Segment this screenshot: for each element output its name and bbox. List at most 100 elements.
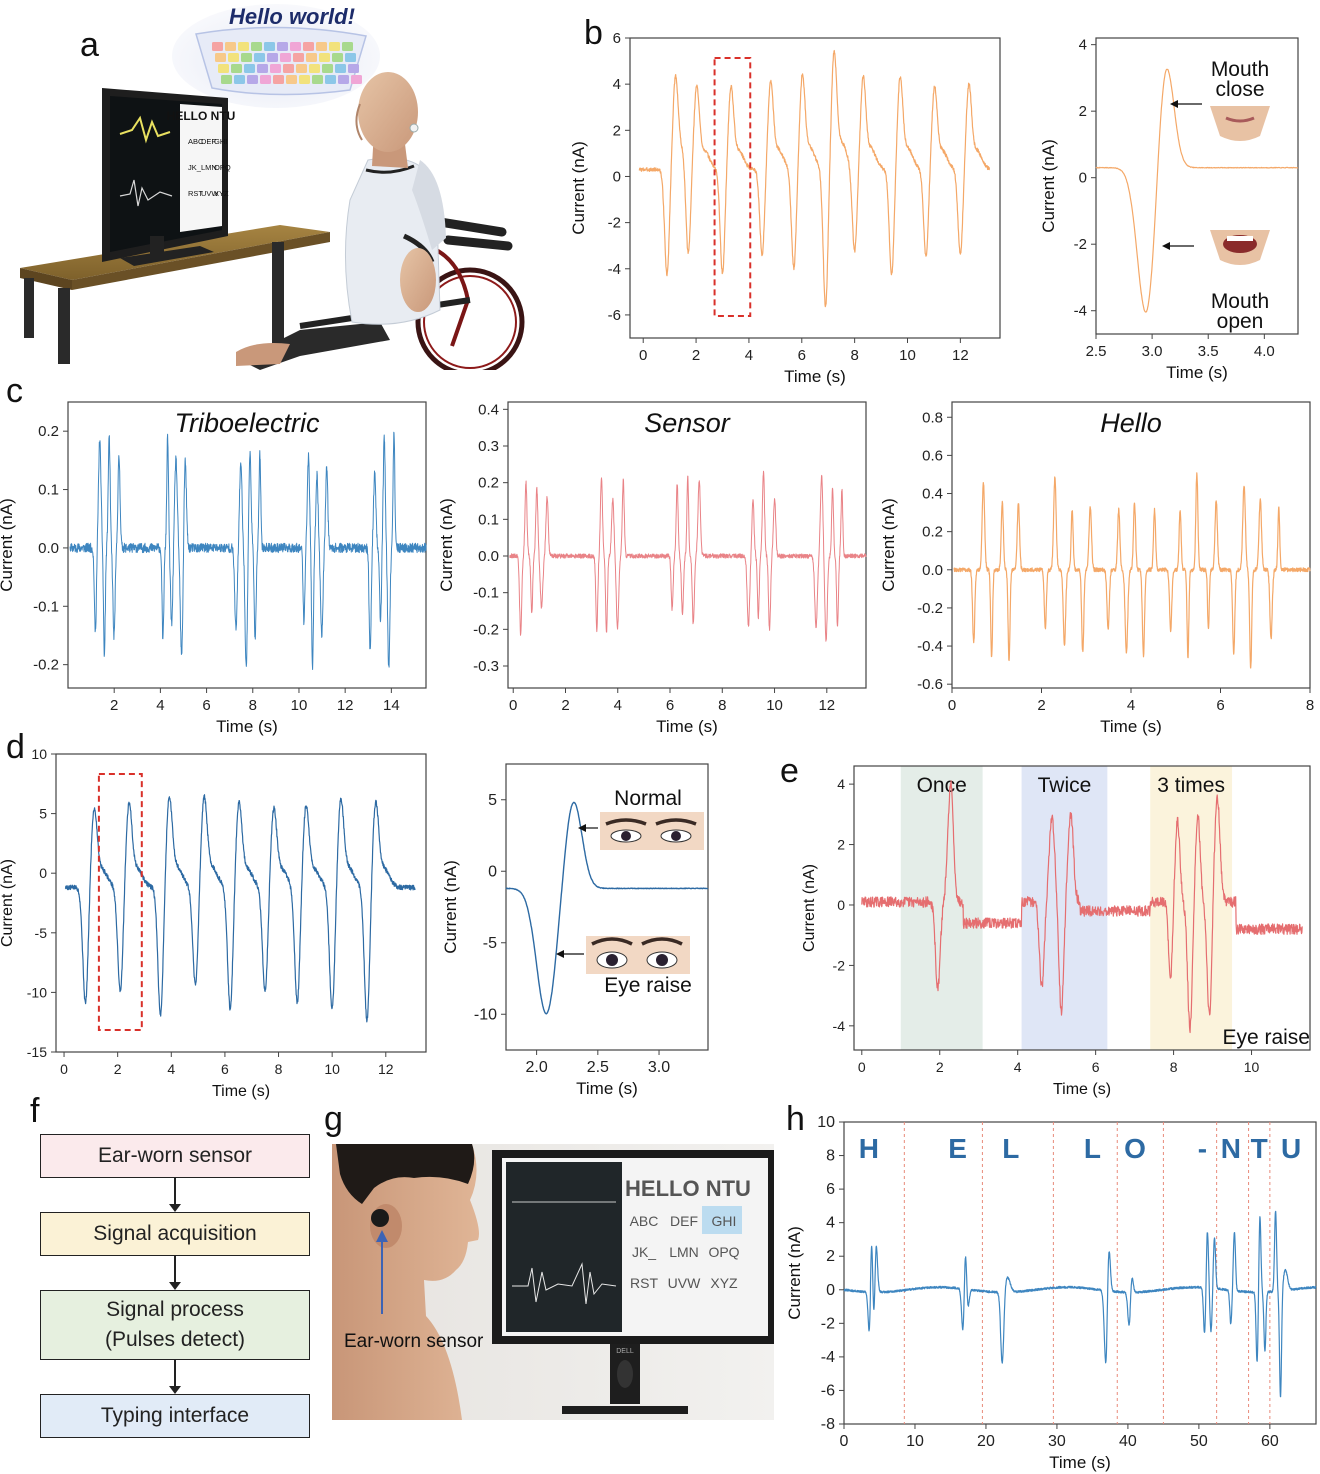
chart-c-triboelectric: 2 4 6 8 10 12 14 -0.2 -0.1 0.0 0.1 0.2 Time (s) Curre… [0, 401, 427, 736]
keyboard-key [225, 42, 236, 51]
flow-step-sublabel: (Pulses detect) [104, 1328, 246, 1351]
plot-frame [507, 401, 867, 689]
keyboard-key [260, 75, 271, 84]
y-tick-label: 6 [613, 30, 621, 47]
flow-step-label: Signal acquisition [93, 1222, 257, 1245]
y-tick-label: -15 [27, 1044, 47, 1060]
y-axis-label: Current (nA) [801, 864, 818, 952]
screen-key-label: LMN [669, 1244, 699, 1260]
y-axis-label: Current (nA) [569, 141, 588, 235]
keyboard-key [329, 42, 340, 51]
typed-letter: N [1221, 1133, 1241, 1164]
keyboard-key [332, 53, 343, 62]
x-tick-label: 2 [936, 1059, 944, 1075]
x-axis-label: Time (s) [1100, 717, 1162, 736]
plot-frame [951, 401, 1311, 689]
flow-arrow-1 [169, 1178, 181, 1212]
y-tick-label: -5 [35, 925, 48, 941]
series-line [638, 49, 990, 308]
x-tick-label: 40 [1119, 1433, 1137, 1450]
x-tick-label: 10 [899, 347, 916, 364]
y-tick-label: 5 [488, 792, 497, 809]
eyebrow [655, 818, 697, 826]
pupil [606, 954, 618, 966]
y-tick-label: 10 [31, 746, 47, 762]
x-tick-label: 0 [858, 1059, 866, 1075]
x-tick-label: 50 [1190, 1433, 1208, 1450]
pupil [656, 954, 668, 966]
typed-letter: O [1124, 1133, 1146, 1164]
annotation-text: Normal [614, 787, 682, 810]
y-tick-label: 0 [488, 863, 497, 880]
y-tick-label: -2 [833, 957, 846, 973]
highlight-box [713, 57, 752, 317]
series-line [64, 794, 416, 1023]
screen-key-label: DEF [670, 1213, 698, 1229]
y-tick-label: 0 [613, 168, 621, 185]
keyboard-key [325, 75, 336, 84]
y-tick-label: 8 [826, 1148, 835, 1165]
screen-key-label: XYZ [710, 1275, 738, 1291]
eyebrow [641, 937, 683, 946]
y-tick-label: 2 [826, 1248, 835, 1265]
annotation-text: close [1215, 78, 1264, 101]
plot-frame [853, 765, 1311, 1051]
x-tick-label: 2 [110, 697, 118, 714]
y-tick-label: -2 [821, 1315, 835, 1332]
y-tick-label: 4 [826, 1215, 835, 1232]
key-highlight [702, 1206, 742, 1234]
keyboard-key [273, 75, 284, 84]
typed-letter: - [1198, 1133, 1207, 1164]
flow-step-sensor: Ear-worn sensor [40, 1134, 310, 1178]
y-tick-label: -4 [608, 261, 621, 278]
keyboard-key [348, 64, 359, 73]
keyboard-key [254, 53, 265, 62]
x-tick-label: 6 [1216, 697, 1224, 714]
screen-key-label: JK_ [632, 1244, 656, 1260]
y-tick-label: 4 [837, 776, 845, 792]
chart-d-zoom: 2.0 2.5 3.0 -10 -5 0 5 Time (s) Current (nA) Norm… [441, 763, 709, 1098]
bubble-text: Hello world! [229, 4, 355, 29]
corner-label: Eye raise [1222, 1026, 1310, 1049]
keyboard-key [241, 53, 252, 62]
keyboard-key [280, 53, 291, 62]
keyboard-key [247, 75, 258, 84]
x-tick-label: 30 [1048, 1433, 1066, 1450]
keyboard-key [277, 42, 288, 51]
x-tick-label: 12 [378, 1061, 394, 1077]
monitor-key-label: RST [188, 189, 203, 198]
x-tick-label: 4.0 [1254, 343, 1275, 360]
monitor-key-label: DEF [201, 137, 216, 146]
mouth-close-icon [1210, 106, 1270, 141]
x-tick-label: 4 [614, 697, 622, 714]
chart-e-eye-raise: Once Twice 3 times 0 2 4 6 8 10 -4 -2 0 2 4 Time (s) Cu… [801, 765, 1311, 1098]
panel-letter-d: d [6, 728, 25, 766]
monitor-title: HELLO NTU [167, 109, 236, 123]
keyboard-key [286, 75, 297, 84]
monitor-brand: DELL [616, 1348, 634, 1355]
region-label: Once [917, 774, 967, 797]
x-tick-label: 6 [1092, 1059, 1100, 1075]
keyboard-key [270, 64, 281, 73]
sensor-label: Ear-worn sensor [344, 1331, 484, 1352]
plot-frame [505, 763, 709, 1051]
x-axis-label: Time (s) [1049, 1453, 1111, 1472]
monitor-title: HELLO NTU [625, 1176, 751, 1201]
series-line [505, 801, 709, 1015]
flow-arrow-2 [169, 1256, 181, 1290]
x-tick-label: 14 [383, 697, 400, 714]
x-tick-label: 4 [1014, 1059, 1022, 1075]
pupil [621, 831, 631, 841]
flow-step-label: Signal process [106, 1298, 244, 1321]
y-tick-label: 10 [817, 1114, 835, 1131]
shaded-region [1021, 766, 1108, 1050]
keyboard-key [306, 53, 317, 62]
y-axis-label: Current (nA) [440, 498, 456, 592]
screen-key-label: RST [630, 1275, 658, 1291]
flow-step-acquisition: Signal acquisition [40, 1212, 310, 1256]
y-axis-label: Current (nA) [1040, 139, 1058, 233]
x-tick-label: 0 [60, 1061, 68, 1077]
typed-letter: E [948, 1133, 967, 1164]
x-tick-label: 2 [561, 697, 569, 714]
flow-step-label: Ear-worn sensor [97, 1144, 253, 1167]
